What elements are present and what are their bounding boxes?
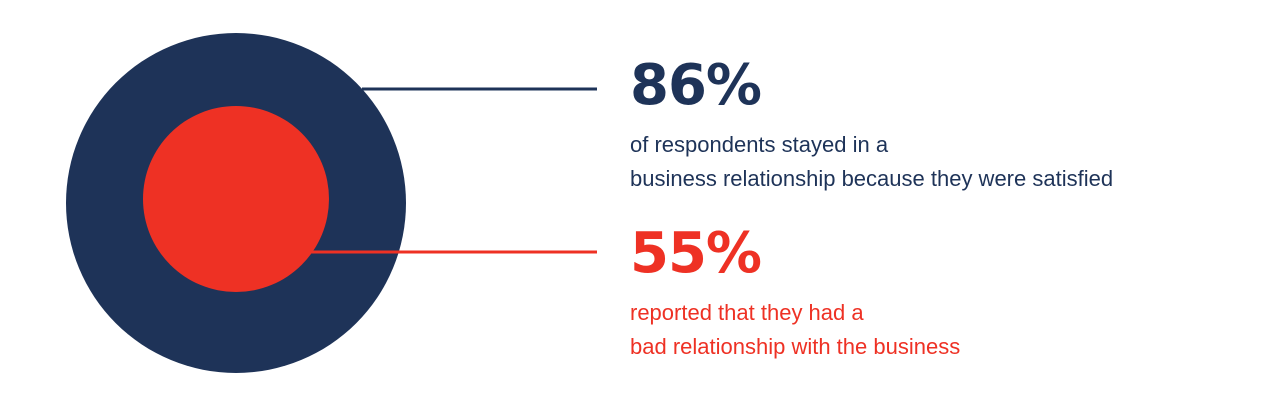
stat-bad-relationship-value: 55% (630, 221, 762, 286)
stat-satisfied: 86% of respondents stayed in a business … (630, 58, 1113, 196)
stat-bad-relationship: 55% reported that they had a bad relatio… (630, 226, 960, 364)
stat-satisfied-value: 86% (630, 53, 762, 118)
stat-bad-relationship-description: reported that they had a bad relationshi… (630, 296, 960, 364)
stat-satisfied-description: of respondents stayed in a business rela… (630, 128, 1113, 196)
stat-bad-relationship-line-2: bad relationship with the business (630, 334, 961, 359)
inner-circle-55-percent (143, 106, 329, 292)
stat-satisfied-line-1: of respondents stayed in a (630, 132, 889, 157)
stat-bad-relationship-line-1: reported that they had a (630, 300, 864, 325)
stat-satisfied-line-2: business relationship because they were … (630, 166, 1114, 191)
